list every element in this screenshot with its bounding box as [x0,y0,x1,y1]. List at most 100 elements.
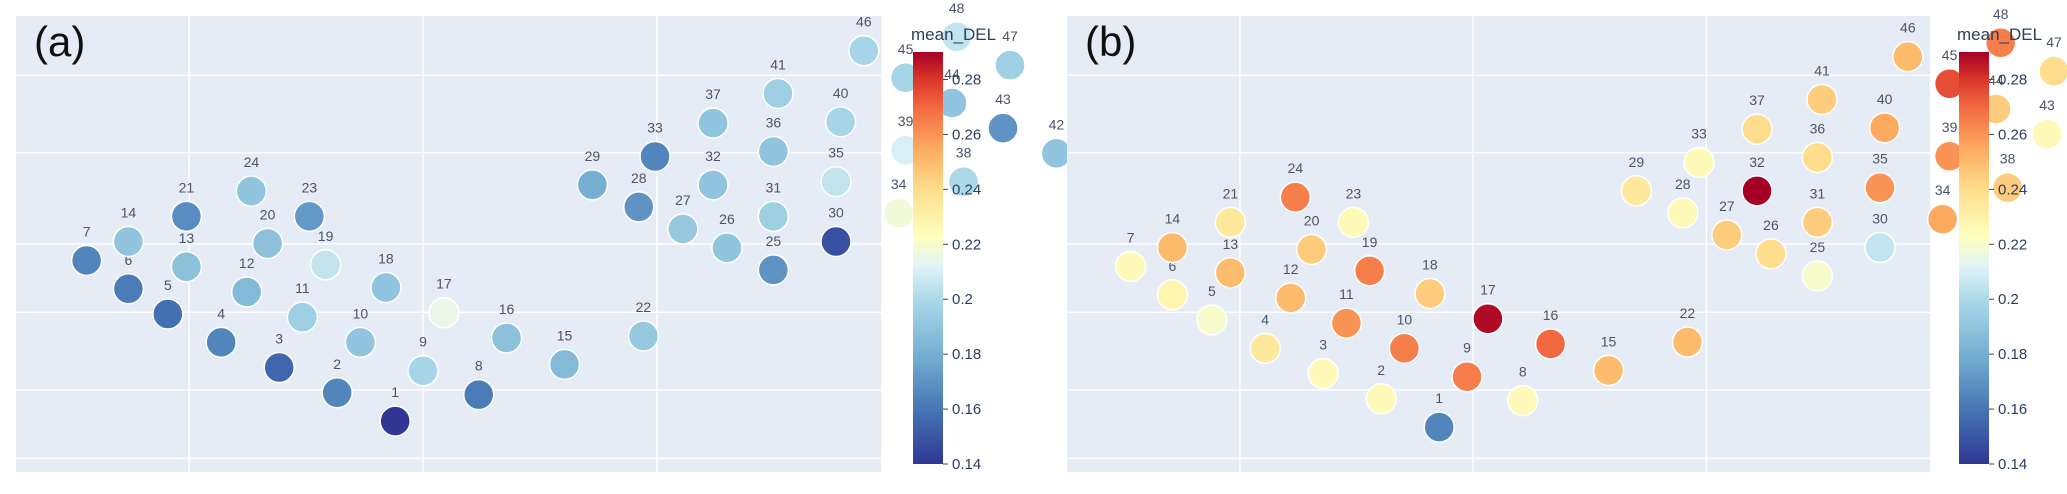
point-label: 8 [1519,364,1527,380]
point-label: 29 [585,148,601,164]
marker-point-13 [170,251,203,283]
point-label: 17 [1480,282,1496,298]
point-label: 47 [2046,34,2062,50]
point-label: 41 [770,57,786,73]
point-label: 46 [1900,20,1916,36]
point-label: 32 [1749,154,1765,170]
marker-point-38 [947,165,980,198]
marker-point-19 [309,249,342,281]
marker-point-8 [1506,384,1539,417]
marker-point-9 [407,354,439,387]
marker-point-27 [667,213,699,245]
marker-point-38 [1991,171,2024,204]
point-label: 22 [636,299,652,315]
marker-point-23 [293,200,326,233]
marker-point-1 [379,405,411,437]
point-label: 15 [1601,333,1617,349]
marker-point-12 [230,276,263,308]
point-label: 30 [1872,211,1888,227]
marker-point-35 [1864,171,1896,204]
marker-point-15 [548,348,581,381]
marker-point-34 [882,197,915,229]
point-label: 6 [1169,258,1177,274]
point-label: 16 [499,301,515,317]
point-label: 35 [1872,151,1888,167]
marker-point-36 [757,135,790,168]
marker-point-17 [428,296,460,329]
marker-point-41 [1806,83,1838,116]
marker-point-4 [1249,332,1281,365]
marker-point-31 [1801,206,1834,239]
marker-point-43 [987,112,1019,144]
marker-point-23 [1337,206,1370,239]
marker-point-21 [1214,206,1247,239]
point-label: 43 [995,91,1011,107]
marker-point-35 [820,165,852,198]
marker-point-31 [757,200,790,233]
point-label: 28 [631,170,647,186]
marker-point-48 [940,21,973,53]
point-label: 11 [1339,286,1354,302]
marker-point-37 [1741,113,1773,145]
point-label: 48 [949,0,965,16]
point-label: 40 [1877,91,1893,107]
point-label: 37 [1749,92,1765,108]
marker-point-6 [112,273,145,305]
point-label: 4 [1261,311,1269,327]
marker-point-33 [1683,146,1715,179]
marker-point-36 [1801,141,1834,174]
marker-point-14 [1156,231,1189,264]
colorbar-tick-label: 0.14 [1998,456,2027,473]
marker-point-47 [2038,55,2067,87]
marker-point-2 [321,377,353,409]
marker-point-48 [1984,27,2017,59]
marker-point-33 [639,140,671,173]
marker-point-7 [70,244,103,277]
point-label: 32 [705,148,721,164]
point-label: 31 [766,179,782,195]
marker-point-47 [994,49,1026,81]
marker-point-37 [697,107,729,139]
marker-point-5 [1196,304,1228,336]
marker-point-1 [1423,411,1455,443]
point-label: 13 [179,230,195,246]
point-label: 24 [244,154,260,170]
colorbar-gradient [1959,52,1989,464]
colorbar-tick-label: 0.14 [952,456,981,473]
point-label: 42 [1049,116,1065,132]
point-label: 38 [956,145,972,161]
marker-point-3 [1307,357,1339,390]
marker-point-40 [1868,112,1901,144]
marker-point-15 [1592,354,1625,387]
marker-point-29 [576,169,609,201]
point-label: 9 [419,334,427,350]
point-label: 10 [1397,311,1413,327]
marker-point-27 [1711,219,1743,251]
marker-point-12 [1274,282,1307,314]
marker-point-22 [1671,326,1704,358]
marker-point-18 [370,271,402,304]
colorbar-title: mean_DEL [911,25,996,44]
point-label: 38 [2000,151,2016,167]
point-label: 27 [1719,198,1735,214]
marker-point-3 [263,351,295,384]
point-label: 7 [83,223,91,239]
marker-point-28 [1667,197,1699,229]
point-label: 5 [1208,283,1216,299]
colorbar-tick-label: 0.16 [1998,401,2027,418]
point-label: 31 [1810,185,1826,201]
marker-point-46 [1892,40,1924,73]
point-label: 26 [1763,217,1779,233]
point-label: 34 [1935,182,1951,198]
marker-point-30 [820,225,852,258]
panel-a: (a)1234567891011121314151617181920212223… [16,0,1073,473]
marker-point-26 [1755,238,1787,270]
point-label: 12 [239,255,255,271]
point-label: 25 [1810,239,1826,255]
colorbar-tick-label: 0.22 [952,236,981,253]
point-label: 18 [378,251,394,267]
marker-point-25 [757,254,790,286]
marker-point-25 [1801,260,1834,292]
point-label: 24 [1288,160,1304,176]
marker-point-32 [1741,175,1773,207]
